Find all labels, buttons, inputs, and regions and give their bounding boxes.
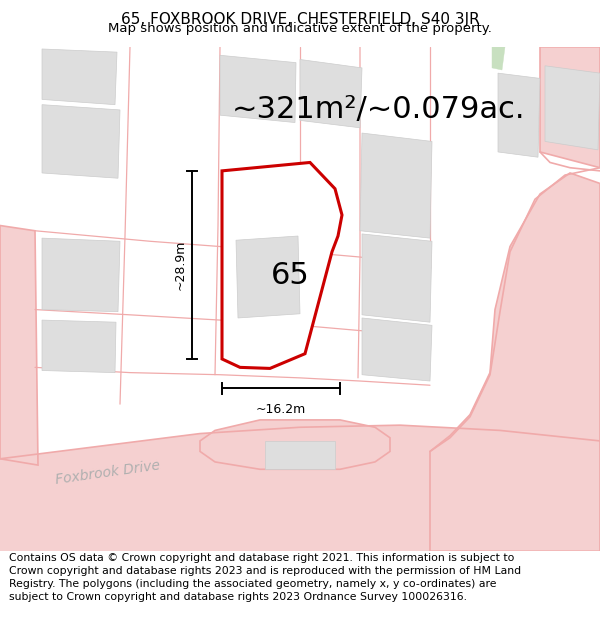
Text: Map shows position and indicative extent of the property.: Map shows position and indicative extent… bbox=[108, 22, 492, 35]
Polygon shape bbox=[0, 226, 38, 465]
Text: ~16.2m: ~16.2m bbox=[256, 403, 306, 416]
Polygon shape bbox=[362, 234, 432, 322]
Text: ~321m²/~0.079ac.: ~321m²/~0.079ac. bbox=[232, 96, 526, 124]
Polygon shape bbox=[236, 236, 300, 318]
Polygon shape bbox=[362, 318, 432, 381]
Polygon shape bbox=[265, 441, 335, 469]
Polygon shape bbox=[492, 47, 505, 70]
Polygon shape bbox=[42, 49, 117, 104]
Polygon shape bbox=[220, 55, 296, 123]
Polygon shape bbox=[0, 425, 600, 551]
Text: Foxbrook Drive: Foxbrook Drive bbox=[55, 458, 161, 487]
Text: 65, FOXBROOK DRIVE, CHESTERFIELD, S40 3JR: 65, FOXBROOK DRIVE, CHESTERFIELD, S40 3J… bbox=[121, 12, 479, 27]
Polygon shape bbox=[42, 104, 120, 178]
Polygon shape bbox=[498, 73, 540, 158]
Text: Contains OS data © Crown copyright and database right 2021. This information is : Contains OS data © Crown copyright and d… bbox=[9, 552, 521, 602]
Polygon shape bbox=[545, 66, 600, 150]
Polygon shape bbox=[300, 59, 362, 127]
Polygon shape bbox=[222, 162, 342, 368]
Polygon shape bbox=[42, 238, 120, 312]
Polygon shape bbox=[42, 320, 116, 372]
Polygon shape bbox=[540, 47, 600, 168]
Text: 65: 65 bbox=[271, 261, 310, 291]
Polygon shape bbox=[200, 420, 390, 469]
Text: ~28.9m: ~28.9m bbox=[173, 240, 187, 290]
Polygon shape bbox=[360, 133, 432, 238]
Polygon shape bbox=[430, 173, 600, 551]
